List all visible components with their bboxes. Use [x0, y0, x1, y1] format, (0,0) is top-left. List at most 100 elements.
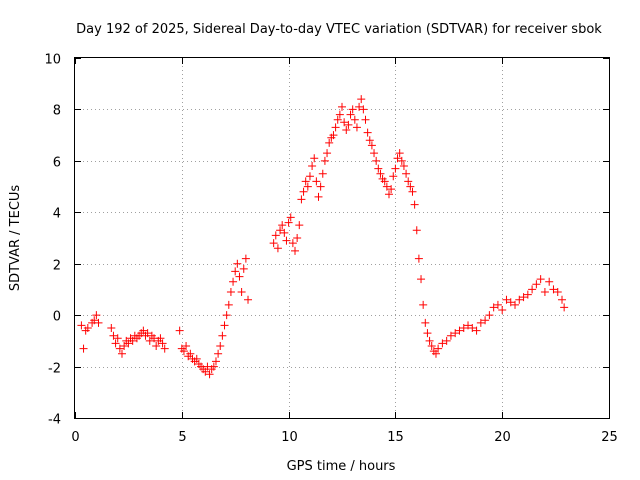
data-point [519, 293, 528, 302]
data-point [333, 115, 342, 124]
data-point [438, 339, 447, 348]
data-point [502, 295, 511, 304]
data-point [143, 329, 152, 338]
data-point [152, 342, 161, 350]
data-point [291, 246, 300, 255]
data-point [410, 200, 419, 209]
data-point [186, 349, 195, 358]
data-point [346, 110, 355, 119]
data-point [113, 334, 122, 343]
data-point [374, 164, 383, 173]
data-point [391, 164, 400, 173]
data-point [464, 321, 473, 330]
data-point [485, 311, 494, 320]
data-point [320, 156, 329, 165]
data-point [269, 239, 278, 248]
x-tick-label: 5 [178, 430, 186, 445]
data-point [224, 300, 233, 309]
data-point [553, 288, 562, 296]
data-point [229, 277, 238, 286]
data-point [363, 128, 372, 137]
data-point [536, 275, 545, 284]
data-point [79, 344, 88, 353]
data-point [560, 303, 569, 312]
y-tick-label: 4 [53, 207, 61, 222]
data-point [284, 218, 293, 227]
data-point [305, 172, 314, 181]
data-point [235, 272, 244, 281]
data-point [139, 326, 148, 335]
data-point [218, 331, 227, 340]
data-point [451, 329, 460, 338]
data-point [355, 102, 364, 111]
data-point [128, 336, 137, 345]
grid [75, 58, 609, 418]
data-point [434, 344, 443, 353]
data-point [335, 110, 344, 119]
data-point [115, 344, 124, 353]
data-point [160, 344, 169, 353]
data-point [393, 154, 402, 163]
data-point [158, 339, 167, 348]
data-point [179, 347, 188, 356]
data-point [325, 138, 334, 147]
data-point [83, 324, 92, 332]
data-point [314, 192, 323, 201]
data-point [231, 267, 240, 276]
data-point [182, 342, 191, 350]
data-point [308, 162, 317, 170]
data-point [481, 316, 490, 325]
data-point [120, 342, 129, 350]
x-tick-label: 25 [601, 430, 618, 445]
data-point [282, 236, 291, 245]
data-point [493, 300, 502, 309]
data-point [489, 303, 498, 312]
y-tick-label: -2 [48, 362, 61, 377]
data-point [380, 177, 389, 186]
data-point [359, 105, 368, 114]
y-axis-label: SDTVAR / TECUs [8, 185, 23, 292]
data-point [301, 177, 310, 186]
data-point [237, 288, 246, 296]
data-point [342, 126, 351, 134]
data-point [211, 357, 220, 366]
data-point [276, 226, 285, 235]
data-point [329, 131, 338, 140]
data-point [404, 177, 413, 186]
y-tick-label: 0 [53, 310, 61, 325]
data-point [408, 187, 417, 196]
data-point [303, 182, 312, 191]
data-point [361, 115, 370, 124]
data-point [90, 316, 99, 325]
data-point [344, 120, 353, 129]
data-point [293, 234, 302, 242]
data-point [506, 298, 515, 307]
data-point [399, 162, 408, 170]
data-point [244, 295, 253, 304]
data-point [532, 280, 541, 289]
data-point [77, 321, 86, 330]
data-point [352, 123, 361, 132]
data-point [549, 285, 558, 294]
data-point [423, 329, 432, 338]
chart-title: Day 192 of 2025, Sidereal Day-to-day VTE… [76, 22, 602, 37]
data-point [472, 326, 481, 335]
data-point [376, 169, 385, 178]
x-tick-label: 15 [387, 430, 404, 445]
data-point [395, 149, 404, 158]
data-point [425, 336, 434, 345]
data-point [523, 290, 532, 299]
data-point [357, 95, 366, 104]
data-point [414, 254, 423, 263]
data-point [427, 342, 436, 350]
data-point [455, 326, 464, 335]
y-tick-label: -4 [48, 413, 61, 428]
data-point [239, 264, 248, 273]
data-point [498, 306, 507, 314]
data-point [545, 277, 554, 286]
data-point [107, 324, 116, 332]
data-point [540, 288, 549, 296]
data-point [340, 118, 349, 127]
data-point [323, 149, 332, 158]
